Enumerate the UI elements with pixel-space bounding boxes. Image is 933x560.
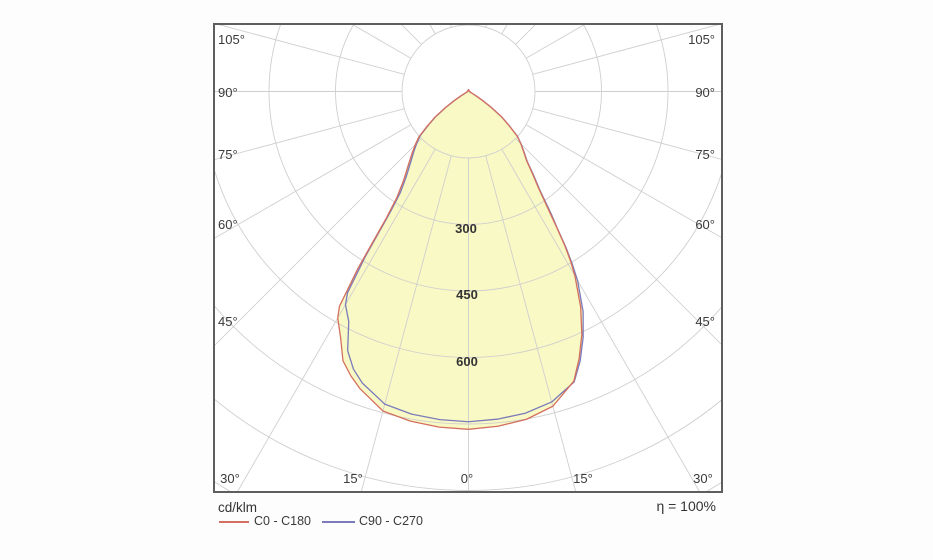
unit-label: cd/klm xyxy=(218,500,258,515)
legend-swatch-c0-c180 xyxy=(219,521,249,523)
angle-label-bottom-30-right: 30° xyxy=(693,471,713,486)
angle-label-bottom-0: 0° xyxy=(460,471,474,486)
angle-label-bottom-15-right: 15° xyxy=(573,471,593,486)
angle-label-bottom-30-left: 30° xyxy=(220,471,240,486)
angle-label-right-90: 90° xyxy=(695,85,715,100)
legend-label-c90-c270: C90 - C270 xyxy=(359,514,423,528)
angle-label-right-75: 75° xyxy=(695,147,715,162)
legend-label-c0-c180: C0 - C180 xyxy=(254,514,311,528)
legend-swatch-c90-c270 xyxy=(322,521,355,523)
ring-label-600: 600 xyxy=(456,354,478,369)
angle-label-left-60: 60° xyxy=(218,217,238,232)
angle-label-left-45: 45° xyxy=(218,314,238,329)
angle-label-right-60: 60° xyxy=(695,217,715,232)
angle-label-left-90: 90° xyxy=(218,85,238,100)
angle-label-bottom-15-left: 15° xyxy=(343,471,363,486)
angle-label-right-45: 45° xyxy=(695,314,715,329)
ring-label-300: 300 xyxy=(455,221,477,236)
angle-label-right-105: 105° xyxy=(688,32,715,47)
polar-grid-and-curves xyxy=(215,25,721,491)
ring-label-450: 450 xyxy=(456,287,478,302)
angle-label-left-105: 105° xyxy=(218,32,245,47)
angle-label-left-75: 75° xyxy=(218,147,238,162)
efficiency-label: η = 100% xyxy=(656,498,716,514)
polar-chart-frame xyxy=(213,23,723,493)
